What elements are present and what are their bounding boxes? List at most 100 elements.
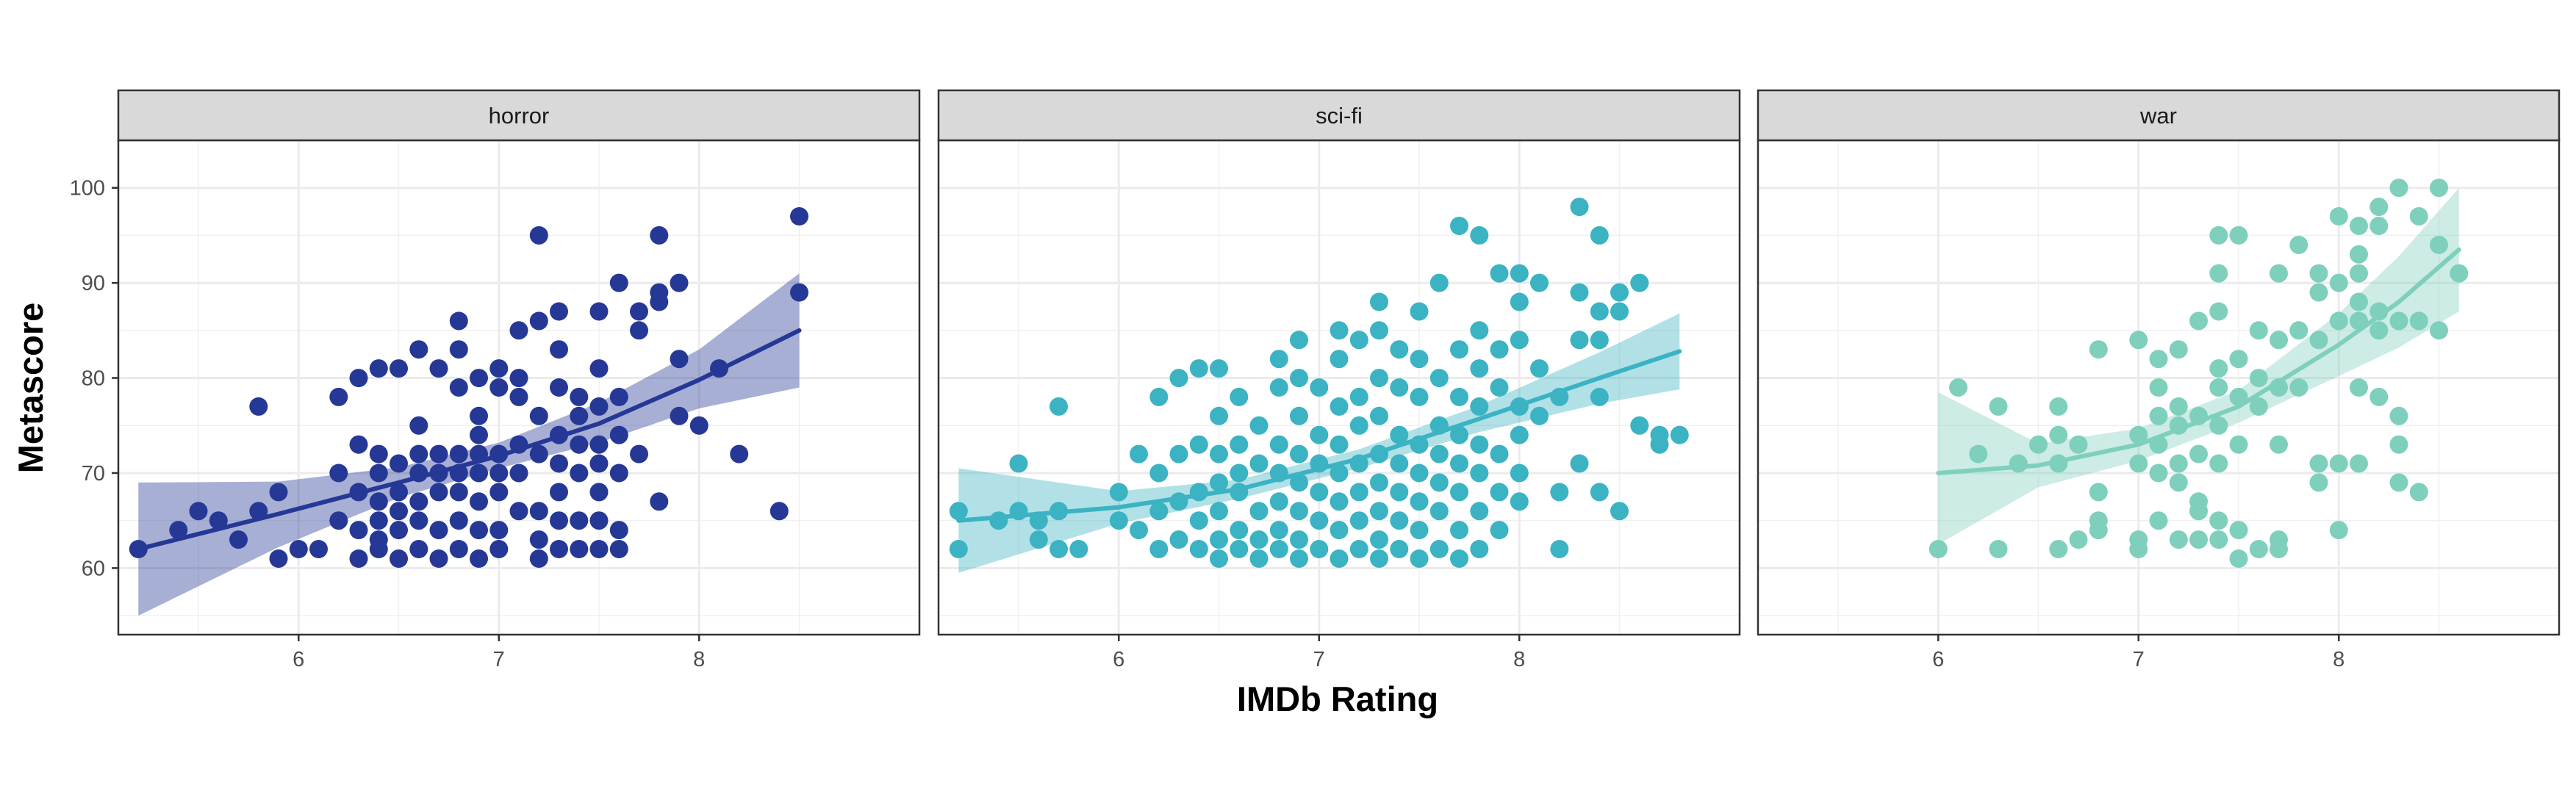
- data-point: [2329, 311, 2348, 331]
- data-point: [2189, 444, 2208, 463]
- data-point: [1450, 217, 1468, 235]
- data-point: [1210, 530, 1228, 549]
- data-point: [1230, 435, 1249, 454]
- data-point: [2149, 511, 2168, 530]
- data-point: [1149, 387, 1169, 406]
- data-point: [1670, 425, 1689, 444]
- data-point: [630, 302, 648, 321]
- x-tick-label: 8: [693, 648, 705, 671]
- data-point: [349, 521, 368, 540]
- data-point: [1230, 387, 1249, 406]
- trend-line: [136, 328, 802, 552]
- data-point: [1370, 549, 1388, 568]
- data-point: [1290, 473, 1308, 492]
- data-point: [550, 540, 568, 558]
- data-point: [2209, 359, 2228, 378]
- data-point: [449, 511, 468, 530]
- data-point: [2309, 264, 2328, 283]
- data-point: [2409, 483, 2428, 502]
- facet-strip: [937, 89, 1741, 142]
- data-point: [650, 283, 669, 302]
- data-point: [589, 540, 609, 558]
- data-point: [949, 502, 968, 521]
- x-tick-label: 7: [2133, 648, 2145, 671]
- data-point: [1349, 511, 1368, 530]
- data-point: [1470, 540, 1489, 558]
- data-point: [550, 378, 568, 397]
- data-point: [449, 340, 468, 359]
- data-point: [1349, 331, 1368, 350]
- data-point: [790, 207, 808, 226]
- y-tick-label: 90: [82, 272, 105, 295]
- data-point: [1490, 444, 1509, 463]
- data-point: [1429, 502, 1449, 521]
- data-point: [2209, 416, 2228, 435]
- data-point: [1130, 521, 1148, 540]
- data-point: [1290, 406, 1308, 425]
- data-point: [529, 530, 548, 549]
- data-point: [2229, 350, 2248, 369]
- data-point: [1290, 331, 1308, 350]
- data-point: [1929, 540, 1948, 558]
- data-point: [509, 387, 528, 406]
- data-point: [1450, 387, 1468, 406]
- data-point: [1370, 406, 1388, 425]
- data-point: [470, 521, 488, 540]
- data-point: [189, 502, 208, 521]
- data-point: [2350, 454, 2368, 473]
- data-point: [1290, 444, 1308, 463]
- data-point: [2049, 397, 2068, 416]
- data-point: [329, 511, 348, 530]
- data-point: [1429, 473, 1449, 492]
- data-point: [1249, 530, 1269, 549]
- data-point: [390, 454, 408, 473]
- confidence-band: [958, 313, 1680, 573]
- data-point: [409, 340, 428, 359]
- facet-strip-label: sci-fi: [1316, 103, 1363, 129]
- data-point: [1269, 378, 1288, 397]
- data-point: [2409, 207, 2428, 226]
- data-point: [630, 321, 648, 340]
- data-point: [1530, 273, 1549, 292]
- y-tick-label: 100: [70, 177, 105, 201]
- data-point: [2309, 283, 2328, 302]
- data-point: [2169, 530, 2188, 549]
- data-point: [2369, 387, 2389, 406]
- data-point: [369, 463, 388, 483]
- data-point: [529, 311, 548, 331]
- data-point: [1989, 540, 2008, 558]
- data-point: [1189, 540, 1208, 558]
- data-point: [1269, 540, 1288, 558]
- data-point: [1989, 397, 2008, 416]
- data-point: [2209, 378, 2228, 397]
- x-axis-title: IMDb Rating: [1237, 679, 1438, 718]
- data-point: [509, 369, 528, 388]
- data-point: [449, 540, 468, 558]
- data-point: [2089, 483, 2108, 502]
- data-point: [2089, 340, 2108, 359]
- data-point: [1210, 406, 1228, 425]
- data-point: [429, 483, 448, 502]
- data-point: [1470, 435, 1489, 454]
- data-point: [1330, 435, 1349, 454]
- data-point: [229, 530, 248, 549]
- data-point: [2209, 454, 2228, 473]
- data-point: [1050, 540, 1068, 558]
- data-point: [470, 492, 488, 511]
- data-point: [1269, 435, 1288, 454]
- data-point: [2209, 302, 2228, 321]
- data-point: [1610, 283, 1629, 302]
- data-point: [670, 406, 689, 425]
- data-point: [1450, 340, 1468, 359]
- data-point: [1210, 359, 1228, 378]
- data-point: [1249, 454, 1269, 473]
- x-tick-label: 7: [493, 648, 505, 671]
- data-point: [1650, 425, 1669, 444]
- data-point: [1029, 530, 1048, 549]
- data-point: [2189, 492, 2208, 511]
- data-point: [1330, 321, 1349, 340]
- data-point: [489, 378, 509, 397]
- data-point: [2369, 217, 2389, 235]
- data-point: [1510, 492, 1529, 511]
- data-point: [650, 492, 669, 511]
